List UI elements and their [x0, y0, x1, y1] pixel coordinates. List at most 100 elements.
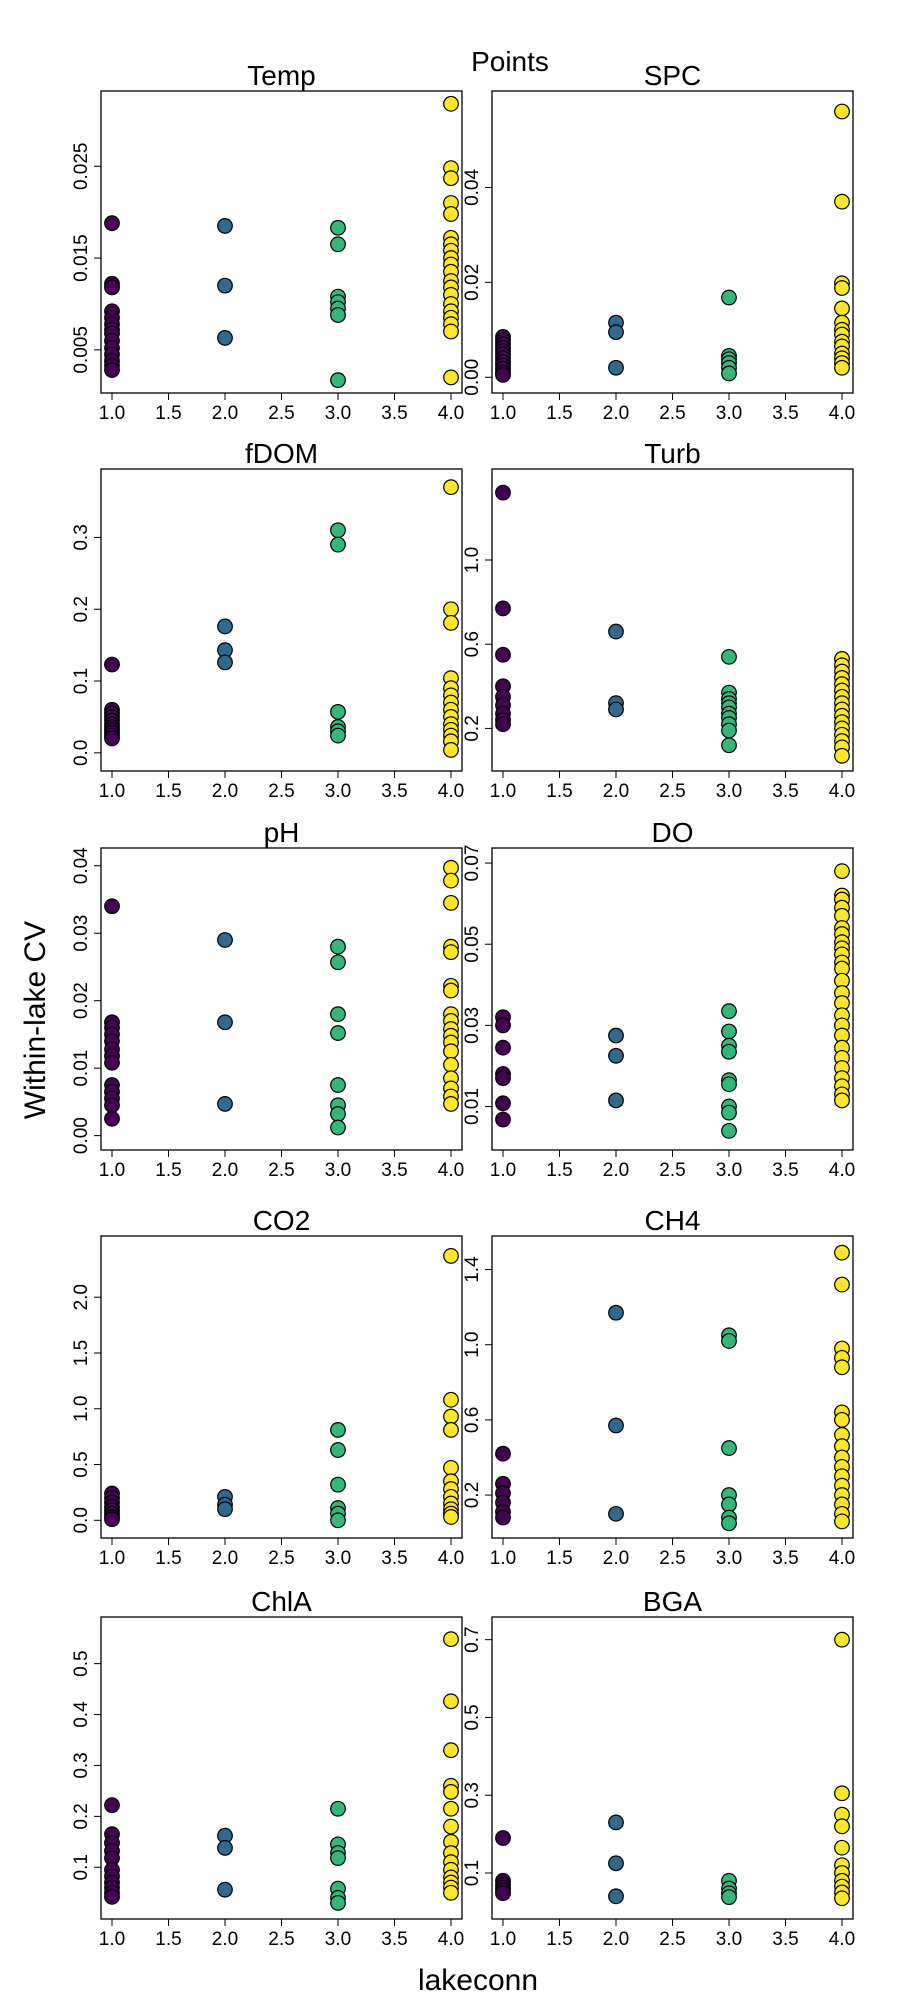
x-tick-label: 1.5	[546, 1929, 572, 1950]
x-tick-label: 3.5	[381, 1548, 407, 1569]
data-point	[834, 1244, 850, 1261]
x-tick-label: 3.5	[772, 1929, 798, 1950]
data-point	[443, 1693, 459, 1710]
y-tick-label: 2.0	[71, 1284, 92, 1310]
data-point	[443, 894, 459, 911]
data-point	[495, 484, 511, 501]
y-tick-label: 0.5	[71, 1650, 92, 1676]
data-point	[330, 1895, 346, 1911]
y-tick-label: 0.7	[462, 1626, 483, 1652]
data-point	[443, 1509, 459, 1525]
data-point	[834, 1890, 850, 1907]
data-point	[495, 1017, 511, 1034]
data-point	[443, 95, 459, 112]
data-point	[217, 1840, 233, 1856]
x-tick-label: 2.0	[603, 1160, 629, 1181]
data-point	[104, 1797, 120, 1814]
panel-title: ChlA	[251, 1586, 312, 1617]
data-point	[443, 1248, 459, 1264]
y-tick-label: 0.2	[462, 1482, 483, 1508]
y-axis-label: Within-lake CV	[19, 921, 52, 1119]
y-tick-label: 1.4	[462, 1256, 483, 1283]
panel-title: SPC	[644, 60, 702, 91]
data-point	[721, 289, 737, 306]
x-tick-label: 2.0	[603, 781, 629, 802]
y-tick-label: 0.03	[71, 915, 92, 952]
data-point	[443, 1884, 459, 1901]
data-point	[721, 722, 737, 739]
x-tick-label: 4.0	[829, 1548, 855, 1569]
data-point	[217, 932, 233, 948]
panel-title: Temp	[247, 60, 315, 91]
y-tick-label: 1.5	[71, 1340, 92, 1366]
data-point	[495, 1111, 511, 1128]
y-tick-label: 0.00	[462, 359, 483, 396]
y-tick-label: 0.03	[462, 1007, 483, 1044]
data-point	[104, 1110, 120, 1127]
x-tick-label: 1.0	[490, 781, 516, 802]
panel-grid: Temp 1.0 1.5 2.0 2.5 3.0 3.5 4.0 0.005 0.015 0.025…	[71, 60, 855, 1950]
data-point	[330, 1422, 346, 1438]
data-point	[495, 1070, 511, 1087]
data-point	[443, 1422, 459, 1438]
data-point	[721, 365, 737, 382]
data-point	[217, 1501, 233, 1518]
data-point	[330, 727, 346, 744]
data-point	[104, 1054, 120, 1071]
data-point	[834, 1785, 850, 1802]
x-tick-label: 3.5	[772, 1548, 798, 1569]
data-point	[608, 324, 624, 341]
y-tick-label: 0.04	[71, 847, 92, 884]
x-tick-label: 1.5	[155, 1929, 181, 1950]
data-point	[330, 1077, 346, 1093]
x-tick-label: 2.5	[659, 403, 685, 424]
data-point	[721, 737, 737, 754]
data-point	[443, 614, 459, 631]
data-point	[721, 1104, 737, 1121]
data-point	[443, 944, 459, 961]
data-point	[443, 1800, 459, 1817]
data-point	[495, 600, 511, 617]
data-point	[721, 1023, 737, 1040]
x-tick-label: 3.5	[381, 1160, 407, 1181]
data-point	[217, 1014, 233, 1031]
data-point	[330, 1025, 346, 1041]
data-point	[443, 1459, 459, 1476]
data-point	[834, 103, 850, 120]
panel-ch4: CH4 1.0 1.5 2.0 2.5 3.0 3.5 4.0 0.2 0.6 1.0 1.4	[462, 1205, 855, 1569]
y-tick-label: 0.2	[462, 715, 483, 741]
data-point	[443, 872, 459, 889]
panel-frame	[491, 847, 854, 1151]
panel-title: pH	[264, 817, 300, 848]
x-tick-label: 3.0	[716, 1929, 742, 1950]
y-tick-label: 1.0	[462, 547, 483, 573]
x-tick-label: 3.5	[381, 403, 407, 424]
data-point	[330, 1476, 346, 1493]
y-tick-label: 0.6	[462, 1407, 483, 1433]
y-tick-label: 0.01	[71, 1050, 92, 1087]
x-tick-label: 1.5	[546, 781, 572, 802]
data-point	[495, 716, 511, 733]
data-point	[495, 1095, 511, 1112]
data-point	[721, 1003, 737, 1020]
x-tick-label: 2.0	[212, 781, 238, 802]
x-tick-label: 3.5	[381, 781, 407, 802]
y-tick-label: 0.3	[71, 1752, 92, 1778]
y-tick-label: 0.0	[71, 1507, 92, 1533]
y-tick-label: 0.015	[71, 234, 92, 282]
data-point	[330, 372, 346, 389]
panel-frame	[491, 1235, 854, 1539]
x-tick-label: 2.5	[659, 781, 685, 802]
data-point	[104, 1511, 120, 1528]
data-point	[721, 1122, 737, 1139]
panel-do: DO 1.0 1.5 2.0 2.5 3.0 3.5 4.0 0.01 0.03 0.05 0.07	[462, 817, 855, 1181]
panel-frame	[491, 90, 854, 394]
panel-temp: Temp 1.0 1.5 2.0 2.5 3.0 3.5 4.0 0.005 0.015 0.025	[71, 60, 464, 424]
data-point	[721, 1076, 737, 1093]
x-tick-label: 4.0	[829, 1929, 855, 1950]
x-tick-label: 4.0	[438, 403, 464, 424]
y-tick-label: 0.2	[71, 1803, 92, 1829]
x-tick-label: 2.5	[659, 1160, 685, 1181]
y-tick-label: 0.5	[462, 1704, 483, 1730]
data-point	[104, 898, 120, 915]
